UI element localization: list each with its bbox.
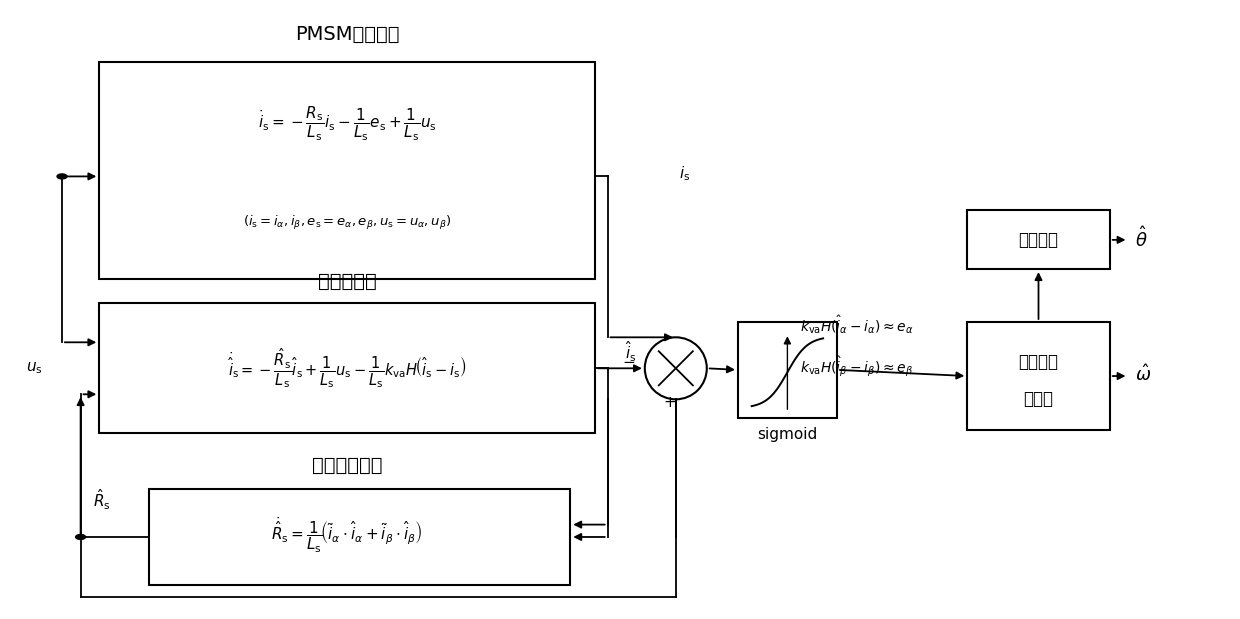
Text: 反电动势: 反电动势 [1018, 353, 1059, 371]
Circle shape [57, 174, 67, 179]
Bar [149, 489, 570, 585]
Bar [99, 303, 595, 433]
Text: 滑模观测器: 滑模观测器 [317, 272, 377, 291]
Text: $(i_\mathrm{s}=i_\alpha,i_\beta,e_\mathrm{s}=e_\alpha,e_\beta,u_\mathrm{s}=u_\al: $(i_\mathrm{s}=i_\alpha,i_\beta,e_\mathr… [243, 214, 451, 232]
Text: $u_\mathrm{s}$: $u_\mathrm{s}$ [26, 360, 43, 376]
Bar [99, 62, 595, 279]
Text: 位置计算: 位置计算 [1018, 230, 1059, 249]
Text: $k_\mathrm{va}H(\hat{i}_\alpha-i_\alpha)\approx e_\alpha$: $k_\mathrm{va}H(\hat{i}_\alpha-i_\alpha)… [800, 314, 914, 336]
Text: $\hat{i}_\mathrm{s}$: $\hat{i}_\mathrm{s}$ [625, 339, 636, 364]
Text: $k_\mathrm{va}H(\hat{i}_\beta-i_\beta)\approx e_\beta$: $k_\mathrm{va}H(\hat{i}_\beta-i_\beta)\a… [800, 354, 913, 379]
Text: sigmoid: sigmoid [758, 427, 817, 442]
Text: $\dot{\hat{i}}_\mathrm{s}=-\dfrac{\hat{R}_\mathrm{s}}{L_\mathrm{s}}\hat{i}_\math: $\dot{\hat{i}}_\mathrm{s}=-\dfrac{\hat{R… [228, 347, 466, 390]
Text: $i_\mathrm{s}$: $i_\mathrm{s}$ [678, 164, 691, 183]
Text: $-$: $-$ [622, 353, 635, 368]
Bar [738, 322, 837, 418]
Bar [967, 210, 1110, 269]
Text: 定子电阻辨识: 定子电阻辨识 [312, 456, 382, 475]
Text: $\hat{\theta}$: $\hat{\theta}$ [1135, 226, 1147, 251]
Bar [967, 322, 1110, 430]
Circle shape [76, 534, 86, 540]
Text: $\dot{\hat{R}}_\mathrm{s}=\dfrac{1}{L_\mathrm{s}}\!\left(\tilde{i}_\alpha\cdot\h: $\dot{\hat{R}}_\mathrm{s}=\dfrac{1}{L_\m… [272, 516, 423, 555]
Text: PMSM电流模型: PMSM电流模型 [295, 25, 399, 43]
Text: $+$: $+$ [663, 395, 676, 410]
Text: 观测器: 观测器 [1023, 390, 1054, 409]
Text: $\hat{\omega}$: $\hat{\omega}$ [1135, 364, 1151, 385]
Text: $\dot{i}_\mathrm{s}=-\dfrac{R_\mathrm{s}}{L_\mathrm{s}}i_\mathrm{s}-\dfrac{1}{L_: $\dot{i}_\mathrm{s}=-\dfrac{R_\mathrm{s}… [258, 105, 436, 143]
Text: $\hat{R}_\mathrm{s}$: $\hat{R}_\mathrm{s}$ [93, 488, 110, 513]
